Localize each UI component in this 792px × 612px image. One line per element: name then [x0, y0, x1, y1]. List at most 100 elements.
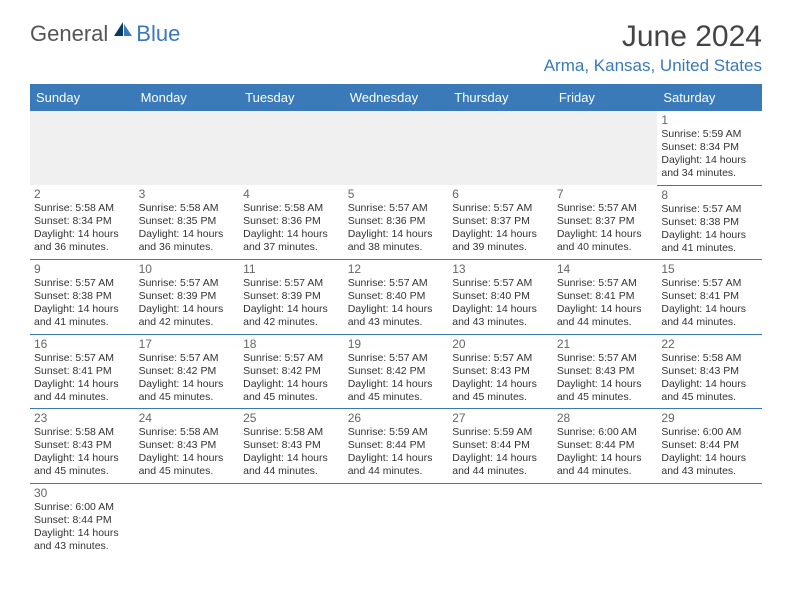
sunset-text: Sunset: 8:39 PM: [243, 290, 340, 303]
daylight-text: and 45 minutes.: [243, 391, 340, 404]
day-header-saturday: Saturday: [657, 84, 762, 111]
day-cell-30: 30Sunrise: 6:00 AMSunset: 8:44 PMDayligh…: [30, 483, 135, 557]
daylight-text: Daylight: 14 hours: [34, 303, 131, 316]
empty-cell: [553, 483, 658, 557]
sunset-text: Sunset: 8:42 PM: [348, 365, 445, 378]
sunset-text: Sunset: 8:44 PM: [348, 439, 445, 452]
day-cell-15: 15Sunrise: 5:57 AMSunset: 8:41 PMDayligh…: [657, 260, 762, 335]
day-header-friday: Friday: [553, 84, 658, 111]
day-cell-19: 19Sunrise: 5:57 AMSunset: 8:42 PMDayligh…: [344, 334, 449, 409]
sunrise-text: Sunrise: 5:59 AM: [661, 128, 758, 141]
daylight-text: Daylight: 14 hours: [452, 452, 549, 465]
day-number: 30: [34, 486, 131, 500]
day-number: 18: [243, 337, 340, 351]
sunset-text: Sunset: 8:43 PM: [452, 365, 549, 378]
sunrise-text: Sunrise: 5:57 AM: [557, 202, 654, 215]
day-header-row: SundayMondayTuesdayWednesdayThursdayFrid…: [30, 84, 762, 111]
day-cell-14: 14Sunrise: 5:57 AMSunset: 8:41 PMDayligh…: [553, 260, 658, 335]
day-header-thursday: Thursday: [448, 84, 553, 111]
daylight-text: Daylight: 14 hours: [243, 228, 340, 241]
daylight-text: and 45 minutes.: [661, 391, 758, 404]
sunset-text: Sunset: 8:43 PM: [661, 365, 758, 378]
day-number: 23: [34, 411, 131, 425]
day-cell-5: 5Sunrise: 5:57 AMSunset: 8:36 PMDaylight…: [344, 185, 449, 260]
calendar-row: 1Sunrise: 5:59 AMSunset: 8:34 PMDaylight…: [30, 111, 762, 185]
empty-cell: [30, 111, 135, 185]
daylight-text: Daylight: 14 hours: [452, 228, 549, 241]
day-cell-6: 6Sunrise: 5:57 AMSunset: 8:37 PMDaylight…: [448, 185, 553, 260]
sunrise-text: Sunrise: 5:57 AM: [139, 352, 236, 365]
sunrise-text: Sunrise: 5:58 AM: [243, 426, 340, 439]
day-cell-2: 2Sunrise: 5:58 AMSunset: 8:34 PMDaylight…: [30, 185, 135, 260]
daylight-text: Daylight: 14 hours: [348, 228, 445, 241]
sunset-text: Sunset: 8:35 PM: [139, 215, 236, 228]
sunset-text: Sunset: 8:43 PM: [139, 439, 236, 452]
daylight-text: and 41 minutes.: [661, 242, 758, 255]
daylight-text: Daylight: 14 hours: [34, 452, 131, 465]
daylight-text: and 44 minutes.: [34, 391, 131, 404]
day-number: 9: [34, 262, 131, 276]
empty-cell: [553, 111, 658, 185]
day-number: 26: [348, 411, 445, 425]
day-cell-3: 3Sunrise: 5:58 AMSunset: 8:35 PMDaylight…: [135, 185, 240, 260]
day-cell-28: 28Sunrise: 6:00 AMSunset: 8:44 PMDayligh…: [553, 409, 658, 484]
calendar-row: 23Sunrise: 5:58 AMSunset: 8:43 PMDayligh…: [30, 409, 762, 484]
daylight-text: and 44 minutes.: [452, 465, 549, 478]
day-number: 8: [661, 188, 758, 202]
day-cell-27: 27Sunrise: 5:59 AMSunset: 8:44 PMDayligh…: [448, 409, 553, 484]
sunrise-text: Sunrise: 5:58 AM: [661, 352, 758, 365]
daylight-text: and 44 minutes.: [661, 316, 758, 329]
sunrise-text: Sunrise: 5:58 AM: [34, 426, 131, 439]
sunrise-text: Sunrise: 5:58 AM: [243, 202, 340, 215]
daylight-text: and 43 minutes.: [452, 316, 549, 329]
daylight-text: and 44 minutes.: [348, 465, 445, 478]
title-block: June 2024 Arma, Kansas, United States: [544, 20, 762, 76]
daylight-text: and 43 minutes.: [661, 465, 758, 478]
sunset-text: Sunset: 8:42 PM: [139, 365, 236, 378]
sunrise-text: Sunrise: 5:58 AM: [139, 426, 236, 439]
logo-text-blue: Blue: [136, 21, 180, 47]
sunset-text: Sunset: 8:40 PM: [452, 290, 549, 303]
day-header-monday: Monday: [135, 84, 240, 111]
sunset-text: Sunset: 8:38 PM: [34, 290, 131, 303]
daylight-text: and 42 minutes.: [139, 316, 236, 329]
daylight-text: and 43 minutes.: [34, 540, 131, 553]
daylight-text: and 44 minutes.: [243, 465, 340, 478]
daylight-text: and 42 minutes.: [243, 316, 340, 329]
day-number: 3: [139, 187, 236, 201]
daylight-text: Daylight: 14 hours: [243, 452, 340, 465]
sunrise-text: Sunrise: 5:58 AM: [139, 202, 236, 215]
calendar-row: 30Sunrise: 6:00 AMSunset: 8:44 PMDayligh…: [30, 483, 762, 557]
sunrise-text: Sunrise: 5:59 AM: [348, 426, 445, 439]
location: Arma, Kansas, United States: [544, 56, 762, 76]
sunset-text: Sunset: 8:40 PM: [348, 290, 445, 303]
day-number: 20: [452, 337, 549, 351]
calendar-row: 9Sunrise: 5:57 AMSunset: 8:38 PMDaylight…: [30, 260, 762, 335]
sunset-text: Sunset: 8:41 PM: [661, 290, 758, 303]
empty-cell: [344, 483, 449, 557]
daylight-text: Daylight: 14 hours: [661, 378, 758, 391]
calendar-table: SundayMondayTuesdayWednesdayThursdayFrid…: [30, 84, 762, 557]
empty-cell: [239, 111, 344, 185]
day-cell-7: 7Sunrise: 5:57 AMSunset: 8:37 PMDaylight…: [553, 185, 658, 260]
daylight-text: and 41 minutes.: [34, 316, 131, 329]
daylight-text: and 36 minutes.: [139, 241, 236, 254]
sunrise-text: Sunrise: 5:57 AM: [34, 277, 131, 290]
daylight-text: Daylight: 14 hours: [243, 378, 340, 391]
day-cell-11: 11Sunrise: 5:57 AMSunset: 8:39 PMDayligh…: [239, 260, 344, 335]
day-cell-4: 4Sunrise: 5:58 AMSunset: 8:36 PMDaylight…: [239, 185, 344, 260]
sunrise-text: Sunrise: 6:00 AM: [34, 501, 131, 514]
daylight-text: Daylight: 14 hours: [661, 154, 758, 167]
day-number: 7: [557, 187, 654, 201]
day-number: 13: [452, 262, 549, 276]
day-number: 2: [34, 187, 131, 201]
sunset-text: Sunset: 8:34 PM: [34, 215, 131, 228]
daylight-text: Daylight: 14 hours: [139, 228, 236, 241]
day-cell-29: 29Sunrise: 6:00 AMSunset: 8:44 PMDayligh…: [657, 409, 762, 484]
sunset-text: Sunset: 8:43 PM: [557, 365, 654, 378]
daylight-text: Daylight: 14 hours: [34, 527, 131, 540]
day-header-tuesday: Tuesday: [239, 84, 344, 111]
day-number: 24: [139, 411, 236, 425]
day-number: 1: [661, 113, 758, 127]
daylight-text: Daylight: 14 hours: [661, 229, 758, 242]
